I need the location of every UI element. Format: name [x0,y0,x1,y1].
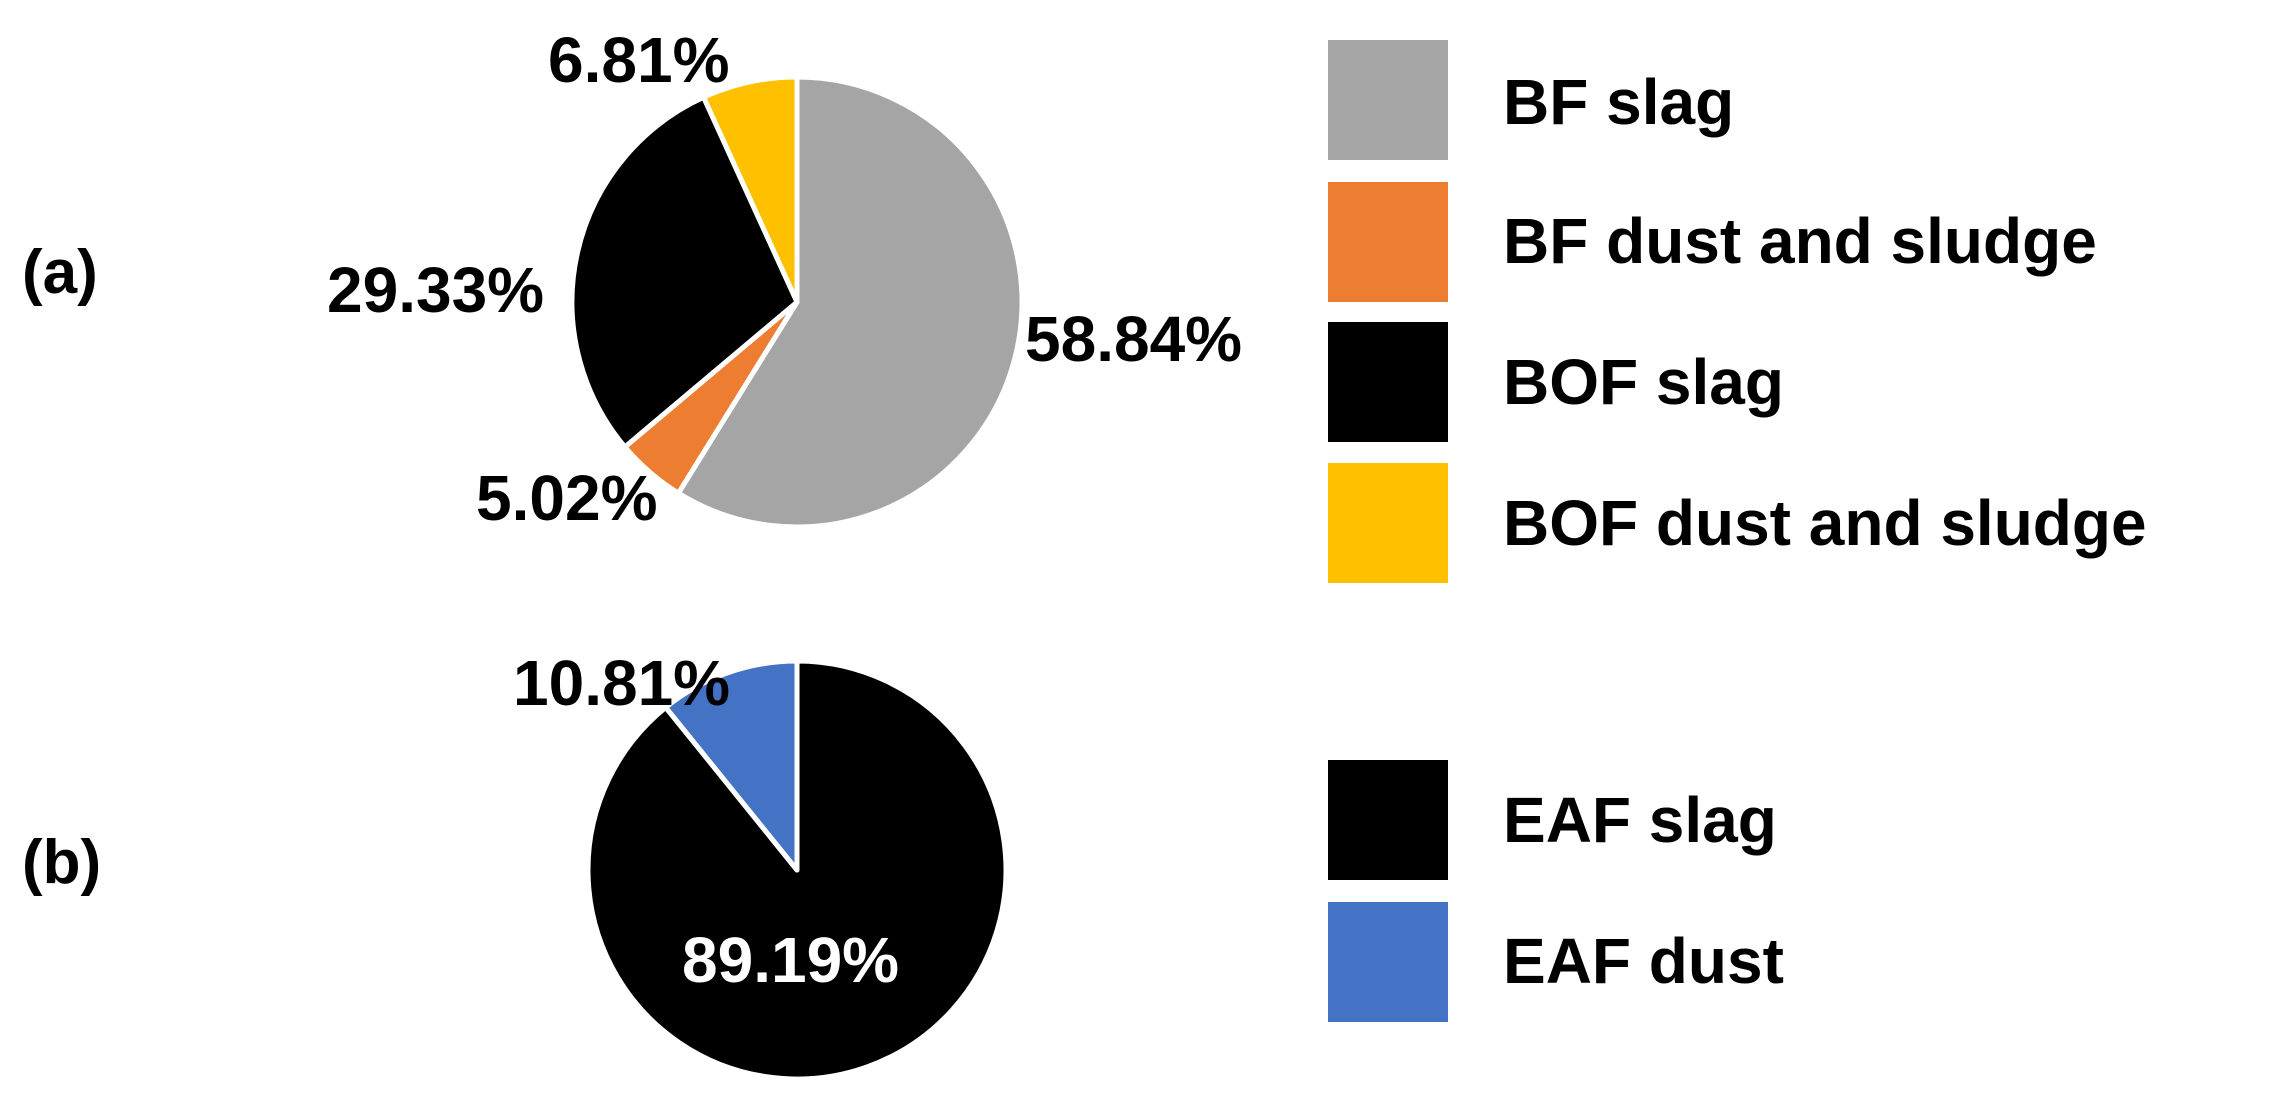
panel-a-label: (a) [22,238,98,307]
slice-label-eaf-dust: 10.81% [513,647,730,719]
slice-label-bof-dust-and-sludge: 6.81% [548,24,729,96]
legend-label-bf-dust-and-sludge: BF dust and sludge [1503,205,2097,277]
legend-swatch-eaf-slag [1328,760,1448,880]
pie-slice-bf-slag [675,74,1025,530]
pie-b-labels: 89.19% 10.81% [513,647,899,996]
slice-label-bof-slag: 29.33% [327,254,544,326]
panel-a-pie-chart: (a) 58.84% 5.02% 29.33% 6.81% BF slag BF… [22,24,2147,583]
legend-label-eaf-dust: EAF dust [1503,925,1784,997]
slice-label-bf-dust-and-sludge: 5.02% [476,462,657,534]
legend-b: EAF slag EAF dust [1328,760,1784,1022]
panel-b-label: (b) [22,828,101,897]
pie-slice-bof-dust-and-sludge [701,74,800,305]
legend-swatch-bf-slag [1328,40,1448,160]
pie-slice-eaf-dust [663,658,800,873]
legend-swatch-eaf-dust [1328,902,1448,1022]
pie-a-labels: 58.84% 5.02% 29.33% 6.81% [327,24,1242,534]
pie-a-slices [569,74,1025,530]
legend-swatch-bof-dust-and-sludge [1328,463,1448,583]
legend-label-bof-dust-and-sludge: BOF dust and sludge [1503,487,2147,559]
legend-a: BF slag BF dust and sludge BOF slag BOF … [1328,40,2147,583]
pie-b-slices [585,658,1009,1082]
legend-label-bof-slag: BOF slag [1503,346,1784,418]
legend-label-bf-slag: BF slag [1503,66,1734,138]
slice-label-eaf-slag: 89.19% [682,924,899,996]
legend-swatch-bf-dust-and-sludge [1328,182,1448,302]
panel-b-pie-chart: (b) 89.19% 10.81% EAF slag EAF dust [22,647,1784,1082]
legend-swatch-bof-slag [1328,322,1448,442]
legend-label-eaf-slag: EAF slag [1503,784,1777,856]
slice-label-bf-slag: 58.84% [1025,303,1242,375]
pie-slice-bof-slag [569,94,800,450]
